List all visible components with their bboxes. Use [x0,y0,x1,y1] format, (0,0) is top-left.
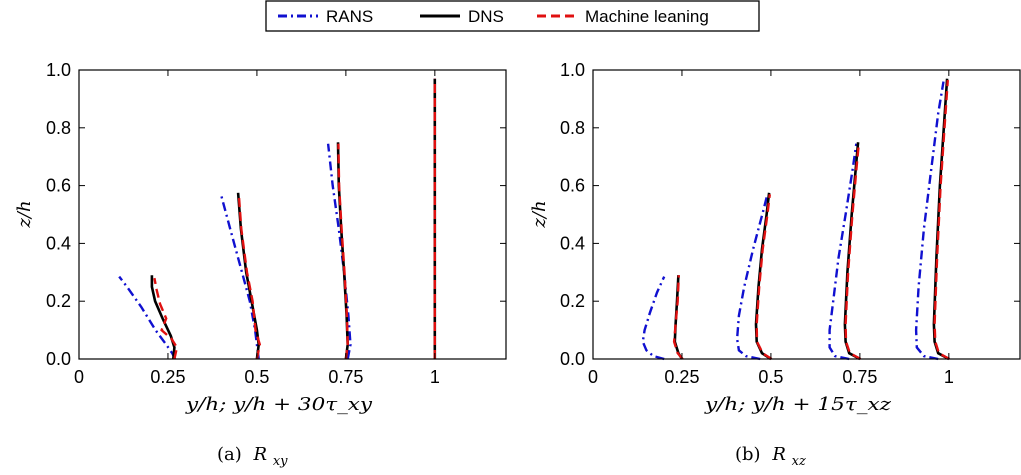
legend: RANS DNS Machine leaning [265,0,760,32]
legend-label-ml: Machine leaning [585,7,709,26]
y-tick-label: 0.8 [46,118,71,138]
panel-a-xlabel: y/h; y/h + 30τ_xy [185,394,373,415]
x-tick-label: 1 [944,367,954,387]
panel-b-axes-frame [592,69,1021,360]
panel-b-machine-leaning-profile-0_5 [755,194,773,361]
x-tick-label: 0.75 [328,367,363,387]
x-tick-label: 0 [74,367,84,387]
panel-b-rans-profile-1 [914,81,945,361]
panel-a-machine-leaning-profile-0_5 [237,194,262,360]
y-tick-label: 0.6 [46,176,71,196]
panel-a-caption: (a) R xy [217,444,288,469]
y-tick-label: 0.4 [46,233,71,253]
x-tick-label: 0.5 [244,367,269,387]
panel-a-dns-profile-0_25 [150,275,176,360]
panel-a-axes-frame [78,69,507,360]
panel-b-caption-prefix: (b) [735,444,761,465]
panel-b-y-ticks: 0.0 0.2 0.4 0.6 0.8 1.0 [560,60,1020,369]
panel-b-x-ticks: 0 0.25 0.5 0.75 1 [588,70,954,387]
panel-a-rans-profile-0_75 [326,143,352,360]
panel-b-caption-sub: xz [792,454,806,469]
panel-b-machine-leaning-profile-0_75 [844,143,862,361]
y-tick-label: 0.6 [560,176,585,196]
panel-b-ylabel: z/h [529,200,550,228]
y-tick-label: 0.4 [560,233,585,253]
panel-b-xlabel: y/h; y/h + 15τ_xz [704,394,892,415]
legend-frame [265,0,760,32]
panel-a-caption-prefix: (a) [217,444,242,465]
x-tick-label: 0.25 [150,367,185,387]
panel-a-ylabel: z/h [14,200,35,228]
y-tick-label: 0.2 [46,291,71,311]
panel-b-caption-symbol: R [771,444,786,465]
panel-a-machine-leaning-profile-0_75 [337,143,349,360]
legend-label-dns: DNS [468,7,504,26]
y-tick-label: 0.8 [560,118,585,138]
panel-a-caption-symbol: R [253,444,268,465]
svg-text:(b) R xz: (b) R xz [735,444,806,469]
panel-a-x-ticks: 0 0.25 0.5 0.75 1 [74,70,440,387]
panel-b-dns-profile-0_75 [843,142,861,361]
panel-a-series [118,78,437,360]
x-tick-label: 0.75 [842,367,877,387]
y-tick-label: 1.0 [46,60,71,80]
y-tick-label: 0.2 [560,291,585,311]
y-tick-label: 0.0 [46,349,71,369]
panel-b-machine-leaning-profile-0_25 [672,275,684,360]
panel-b: 0 0.25 0.5 0.75 1 0.0 0.2 0.4 0.6 0.8 1.0 z/h y/h… [529,60,1021,469]
panel-a-caption-sub: xy [273,454,288,469]
panel-a-rans-profile-0_25 [118,275,177,360]
x-tick-label: 1 [430,367,440,387]
panel-b-rans-profile-0_5 [735,194,769,361]
x-tick-label: 0 [588,367,598,387]
svg-text:(a) R xy: (a) R xy [217,444,288,469]
panel-b-caption: (b) R xz [735,444,806,469]
panel-a-y-ticks: 0.0 0.2 0.4 0.6 0.8 1.0 [46,60,506,369]
panel-b-rans-profile-0_25 [641,276,666,361]
panel-b-dns-profile-0_5 [754,192,772,361]
panel-a-machine-leaning-profile-0_25 [153,277,179,360]
panel-a-rans-profile-0_5 [220,195,260,360]
panel-b-series [641,78,951,361]
panel-b-rans-profile-0_75 [828,143,858,361]
panel-a: 0 0.25 0.5 0.75 1 0.0 0.2 0.4 0.6 0.8 1.0 z/h y/h… [14,60,507,469]
x-tick-label: 0.25 [664,367,699,387]
x-tick-label: 0.5 [758,367,783,387]
panel-b-machine-leaning-profile-1 [933,80,951,361]
y-tick-label: 1.0 [560,60,585,80]
y-tick-label: 0.0 [560,349,585,369]
legend-label-rans: RANS [326,7,373,26]
